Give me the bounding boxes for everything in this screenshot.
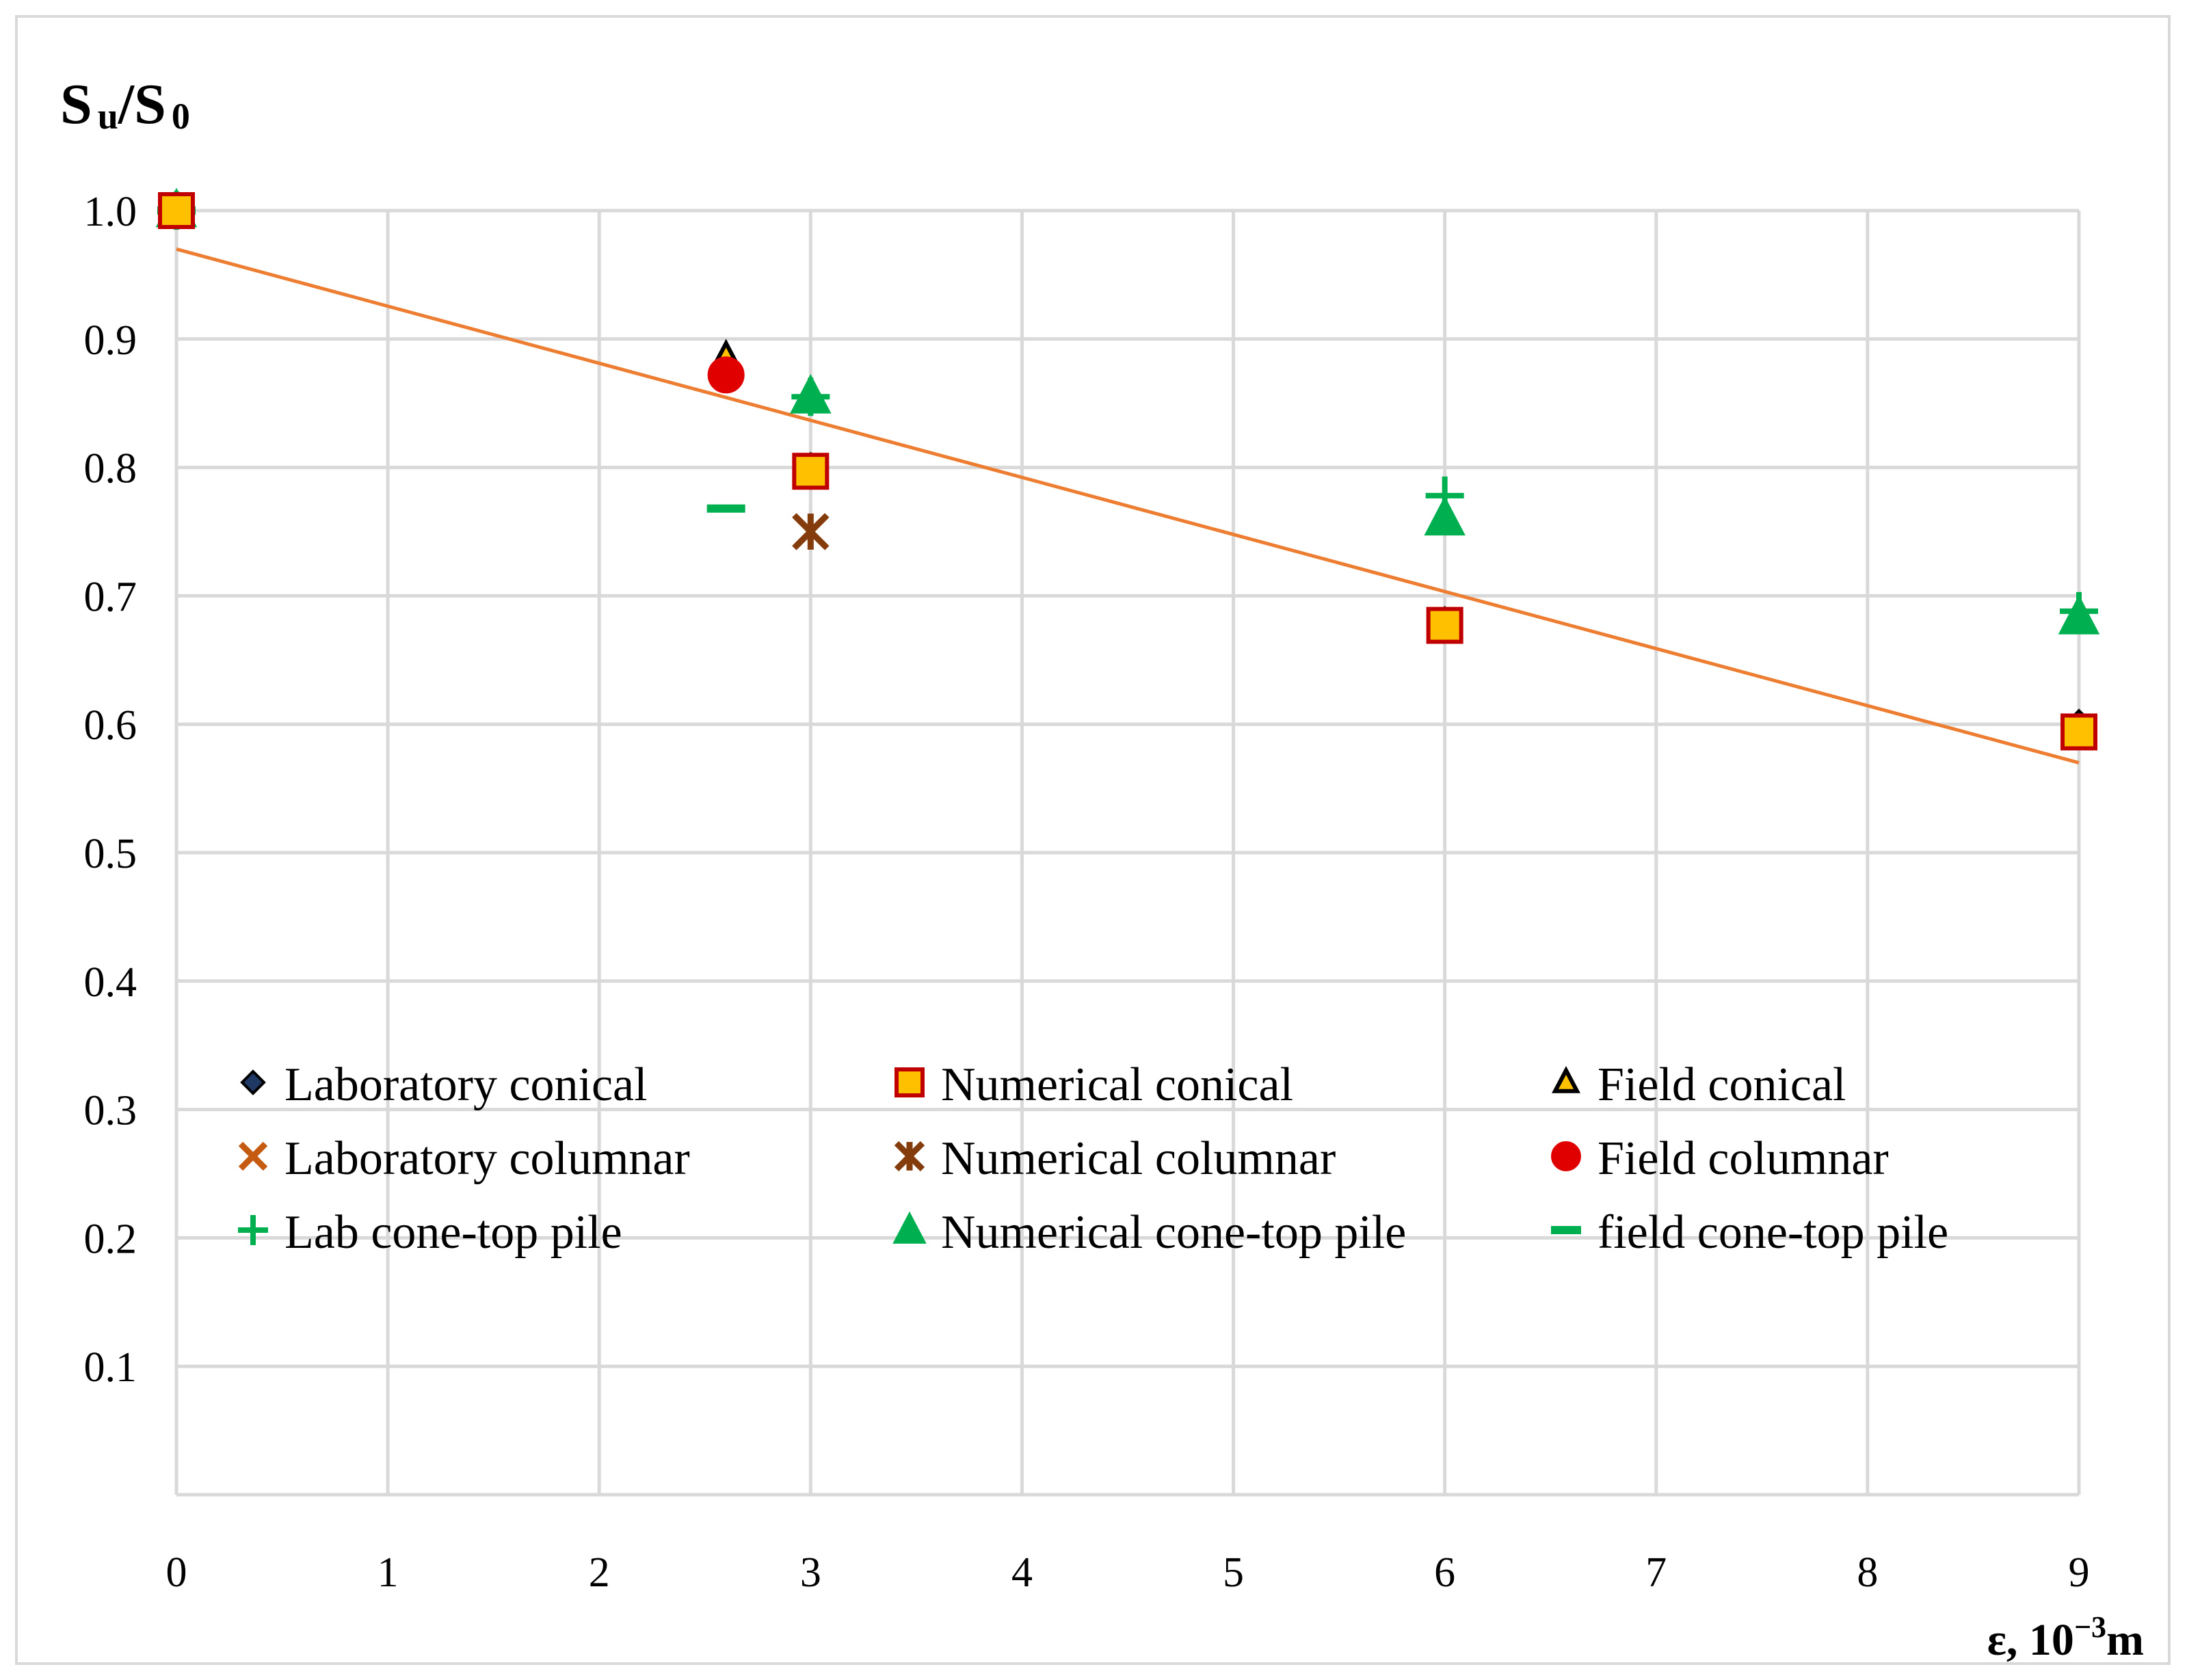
y-tick-label: 0.9 <box>84 317 137 364</box>
legend-item: Laboratory columnar <box>238 1132 690 1185</box>
plus-shape <box>2060 591 2098 630</box>
y-tick-label: 0.2 <box>84 1216 137 1262</box>
tick-labels-layer: 0 1 2 3 4 5 6 7 8 9 0.1 0.2 0.3 0.4 0.5 0.6 0.7 0.8 0.9 1.0 <box>84 189 2090 1596</box>
square-shape <box>2060 713 2097 751</box>
legend-marker <box>894 1067 925 1097</box>
legend-label: Numerical conical <box>941 1058 1293 1111</box>
trendline-layer <box>176 247 2080 764</box>
x-tick-label: 5 <box>1223 1549 1244 1596</box>
legend: Laboratory conical Numerical conical Field… <box>238 1058 1948 1259</box>
data-point <box>792 453 830 490</box>
legend-item: field cone-top pile <box>1551 1206 1948 1259</box>
legend-item: Numerical conical <box>894 1058 1293 1111</box>
legend-item: Field conical <box>1552 1058 1846 1111</box>
y-tick-label: 0.4 <box>84 959 137 1006</box>
y-tick-label: 0.7 <box>84 574 137 620</box>
square-shape <box>792 453 830 490</box>
square-shape <box>158 192 195 229</box>
legend-marker <box>1551 1141 1581 1171</box>
legend-item: Numerical cone-top pile <box>892 1206 1406 1259</box>
square-shape <box>894 1067 925 1097</box>
legend-label: Field conical <box>1598 1058 1846 1111</box>
circle-shape <box>1551 1141 1581 1171</box>
trendline <box>176 247 2080 764</box>
star-shape <box>792 513 830 550</box>
grid-layer <box>174 209 2081 1497</box>
x-tick-label: 4 <box>1011 1549 1033 1596</box>
plus-shape <box>238 1215 268 1245</box>
x-tick-label: 6 <box>1434 1549 1455 1596</box>
legend-marker <box>238 1215 268 1245</box>
legend-item: Lab cone-top pile <box>238 1206 622 1259</box>
legend-marker <box>894 1141 925 1172</box>
legend-label: Laboratory columnar <box>284 1132 690 1185</box>
diamond-shape <box>240 1069 266 1095</box>
legend-marker <box>892 1211 927 1244</box>
legend-label: Numerical columnar <box>941 1132 1336 1185</box>
y-tick-label: 1.0 <box>84 189 137 235</box>
legend-item: Laboratory conical <box>240 1058 648 1111</box>
x-shape <box>238 1141 268 1171</box>
y-tick-label: 0.5 <box>84 831 137 877</box>
legend-item: Numerical columnar <box>894 1132 1336 1185</box>
data-point <box>1425 476 1464 515</box>
legend-label: Numerical cone-top pile <box>941 1206 1406 1259</box>
data-point <box>707 356 745 394</box>
legend-item: Field columnar <box>1551 1132 1889 1185</box>
triangle-outline-shape <box>1552 1065 1580 1093</box>
data-point <box>1426 606 1463 644</box>
plus-shape <box>791 377 830 416</box>
x-tick-label: 3 <box>800 1549 821 1596</box>
x-tick-label: 1 <box>377 1549 399 1596</box>
legend-label: Lab cone-top pile <box>284 1206 622 1259</box>
y-tick-label: 0.3 <box>84 1088 137 1134</box>
x-tick-label: 2 <box>589 1549 610 1596</box>
x-axis-title: ε, 10−3m <box>1987 1610 2144 1665</box>
circle-shape <box>707 356 745 394</box>
x-tick-label: 7 <box>1645 1549 1667 1596</box>
data-point <box>2060 591 2098 630</box>
data-point <box>2060 713 2097 751</box>
triangle-shape <box>892 1211 927 1244</box>
y-tick-label: 0.6 <box>84 702 137 749</box>
data-point <box>792 513 830 550</box>
x-tick-label: 0 <box>166 1549 187 1596</box>
legend-label: Laboratory conical <box>284 1058 648 1111</box>
x-tick-label: 8 <box>1857 1549 1878 1596</box>
legend-marker <box>238 1141 268 1171</box>
data-point <box>158 192 195 229</box>
star-shape <box>894 1141 925 1172</box>
triangle-shape <box>1424 496 1466 536</box>
chart-frame <box>15 15 2171 1665</box>
data-point <box>791 377 830 416</box>
y-tick-label: 0.1 <box>84 1344 137 1391</box>
square-shape <box>1426 606 1463 644</box>
y-tick-label: 0.8 <box>84 446 137 492</box>
plus-shape <box>1425 476 1464 515</box>
legend-label: Field columnar <box>1598 1132 1889 1185</box>
x-tick-label: 9 <box>2069 1549 2090 1596</box>
legend-marker <box>240 1069 266 1095</box>
legend-marker <box>1552 1065 1580 1093</box>
legend-label: field cone-top pile <box>1598 1206 1948 1259</box>
data-points-layer <box>155 187 2100 751</box>
data-point <box>1424 496 1466 536</box>
